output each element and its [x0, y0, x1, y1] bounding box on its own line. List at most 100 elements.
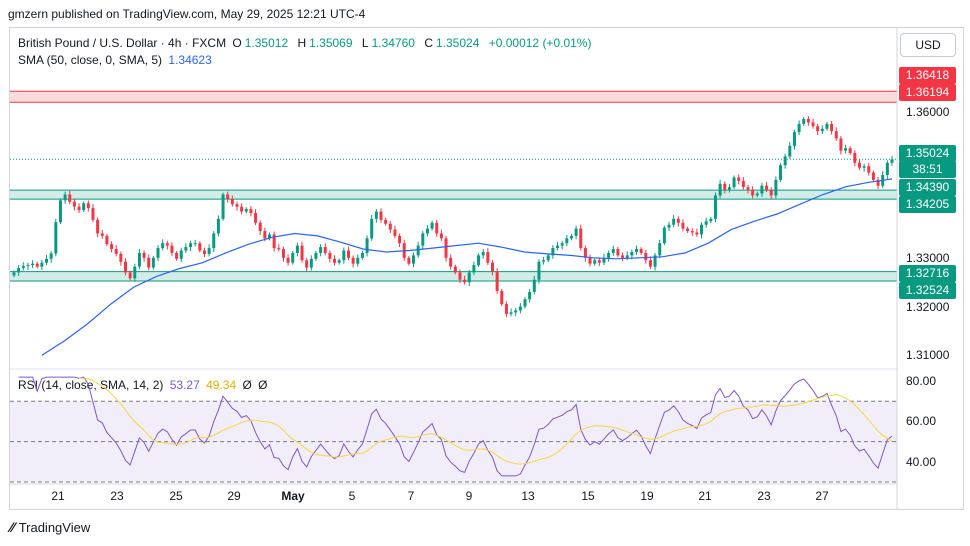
candle-body — [765, 185, 769, 190]
symbol-title[interactable]: British Pound / U.S. Dollar · 4h · FXCM — [18, 36, 227, 50]
candle-body — [871, 172, 875, 180]
footer-brand[interactable]: ⁄⁄ TradingView — [10, 519, 90, 535]
candle-body — [490, 262, 494, 272]
close-label: C — [424, 36, 433, 50]
candle-body — [806, 118, 810, 123]
candle-body — [179, 250, 183, 259]
candle-body — [161, 243, 165, 249]
candle-body — [890, 159, 894, 163]
candle-body — [546, 255, 550, 261]
candle-body — [45, 258, 49, 263]
candle-body — [477, 255, 481, 266]
candle-body — [365, 238, 369, 253]
candle-body — [319, 247, 323, 253]
candle-body — [732, 177, 736, 188]
open-value: 1.35012 — [244, 36, 289, 50]
candle-body — [658, 243, 662, 256]
candle-body — [839, 138, 843, 151]
candle-body — [96, 219, 100, 234]
rsi-line — [18, 376, 893, 477]
candle-body — [221, 194, 225, 219]
candle-body — [816, 126, 820, 132]
candle-body — [416, 245, 420, 256]
candle-body — [532, 279, 536, 292]
candle-body — [35, 263, 39, 267]
candle-body — [709, 218, 713, 222]
candle-body — [370, 218, 374, 239]
change-value: +0.00012 (+0.01%) — [488, 36, 592, 50]
candle-body — [40, 262, 44, 267]
rsi-extra-1: Ø — [242, 378, 252, 392]
candle-body — [328, 252, 332, 259]
candle-body — [184, 247, 188, 251]
candle-body — [356, 257, 360, 264]
candle-body — [374, 211, 378, 219]
high-value: 1.35069 — [309, 36, 353, 50]
candle-body — [198, 243, 202, 251]
open-group: O 1.35012 — [232, 36, 291, 50]
candle-body — [128, 272, 132, 279]
candle-body — [769, 189, 773, 196]
candle-body — [537, 261, 541, 280]
candle-body — [156, 248, 160, 258]
candle-body — [713, 195, 717, 219]
candle-body — [72, 201, 76, 207]
candle-body — [811, 122, 815, 127]
candle-body — [504, 304, 508, 314]
candle-body — [305, 260, 309, 268]
candle-body — [388, 223, 392, 230]
candle-body — [119, 253, 123, 262]
currency-button[interactable]: USD — [900, 33, 956, 57]
candle-body — [602, 257, 606, 263]
candle-body — [672, 218, 676, 225]
candle-body — [644, 252, 648, 261]
candle-body — [68, 194, 72, 202]
candle-body — [607, 252, 611, 258]
time-tick: 9 — [465, 489, 473, 503]
candle-body — [263, 231, 267, 239]
time-tick: 29 — [227, 489, 241, 503]
brand-name: TradingView — [18, 519, 91, 535]
candle-body — [760, 185, 764, 194]
candle-body — [472, 265, 476, 273]
candle-body — [467, 272, 471, 283]
candle-body — [876, 179, 880, 186]
candle-body — [569, 235, 573, 239]
candle-body — [430, 222, 434, 229]
candle-body — [662, 227, 666, 244]
candle-body — [653, 255, 657, 267]
price-tick: 1.36000 — [906, 104, 950, 119]
candle-body — [797, 123, 801, 133]
candle-body — [676, 218, 680, 223]
candle-body — [31, 263, 35, 266]
candle-body — [165, 243, 169, 246]
candle-body — [49, 253, 53, 259]
candle-body — [885, 162, 889, 175]
candle-body — [12, 272, 16, 276]
candle-body — [17, 268, 21, 273]
candle-body — [755, 193, 759, 196]
candle-body — [26, 265, 30, 267]
candle-body — [853, 153, 857, 163]
candle-body — [254, 213, 258, 223]
high-label: H — [297, 36, 307, 50]
candle-body — [123, 261, 127, 273]
rsi-label: RSI (14, close, SMA, 14, 2) — [18, 378, 164, 392]
candle-body — [449, 257, 453, 267]
low-value: 1.34760 — [371, 36, 415, 50]
candle-body — [518, 306, 522, 311]
candle-body — [611, 249, 615, 253]
rsi-legend[interactable]: RSI (14, close, SMA, 14, 2) 53.27 49.34 … — [18, 378, 271, 392]
publisher-line: gmzern published on TradingView.com, May… — [8, 7, 366, 21]
candle-body — [323, 247, 327, 253]
candle-body — [398, 235, 402, 244]
candle-body — [435, 222, 439, 234]
candle-body — [63, 194, 67, 201]
sma-legend[interactable]: SMA (50, close, 0, SMA, 5) 1.34623 — [18, 53, 215, 67]
rsi-value: 53.27 — [169, 378, 200, 392]
candle-body — [844, 148, 848, 151]
rsi-extra-2: Ø — [258, 378, 268, 392]
candle-body — [54, 222, 58, 254]
candle-body — [379, 211, 383, 220]
